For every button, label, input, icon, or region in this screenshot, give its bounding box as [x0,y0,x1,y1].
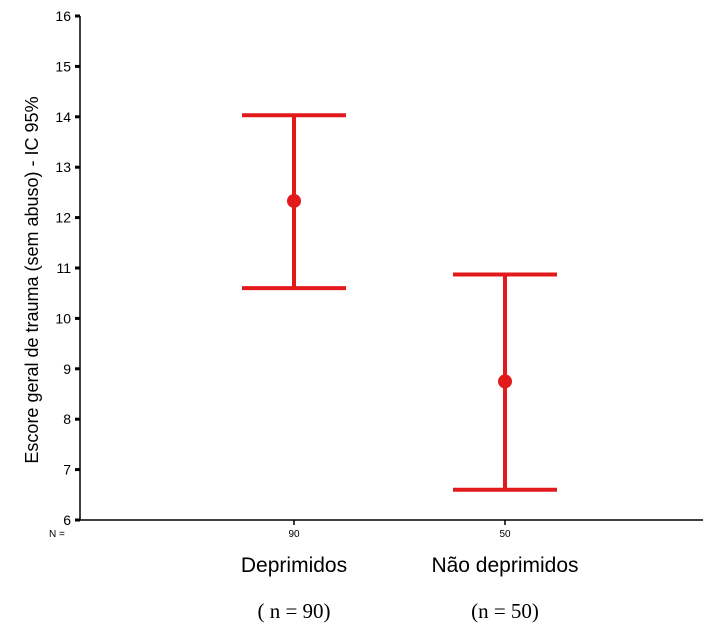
y-axis-label: Escore geral de trauma (sem abuso) - IC … [22,96,42,463]
category-label: Não deprimidos [431,554,578,577]
axes [75,14,703,525]
labels: 6 7 8 9 10 11 12 13 14 15 16 Escore geral de trauma… [22,8,579,623]
y-tick-label: 7 [63,462,71,478]
y-tick-label: 12 [55,210,71,226]
y-tick-label: 14 [55,109,71,125]
y-tick-label: 10 [55,310,71,326]
error-bars [242,113,557,492]
y-tick-label: 6 [63,512,71,528]
mean-point [287,193,301,208]
count-label: (n = 50) [471,599,539,623]
y-tick-label: 16 [55,8,71,24]
y-tick-label: 13 [55,159,71,175]
n-tick-label: 90 [288,529,300,540]
category-label: Deprimidos [241,554,347,577]
count-label: ( n = 90) [257,599,330,623]
y-tick-label: 15 [55,58,71,74]
n-tick-label: 50 [499,529,511,540]
y-tick-label: 9 [63,361,71,377]
n-prefix-label: N = [49,529,65,540]
y-tick-label: 11 [56,260,71,276]
y-tick-label: 8 [63,411,71,427]
mean-point [498,374,512,389]
